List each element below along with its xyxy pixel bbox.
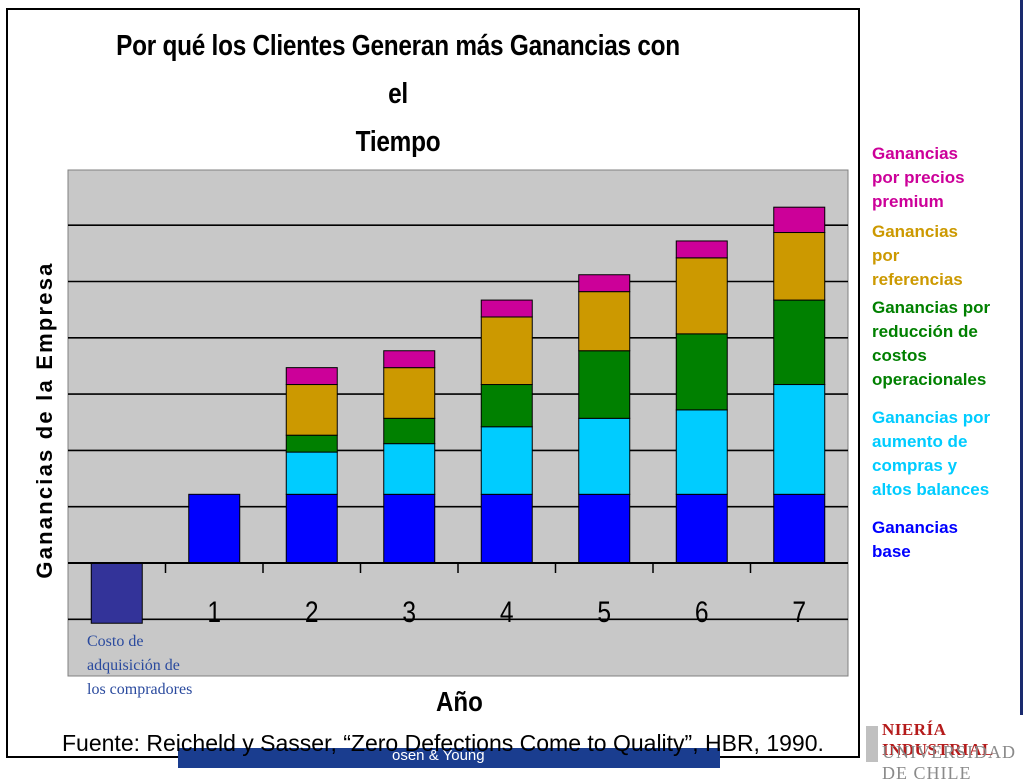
- legend-entry-line: por: [872, 246, 900, 265]
- annotation-line: adquisición de: [87, 657, 180, 674]
- bar-segment: [578, 493, 631, 564]
- x-tick-label: 3: [402, 595, 416, 629]
- x-tick-label: 6: [695, 595, 709, 629]
- logo-mark-icon: [866, 726, 878, 762]
- x-tick-label: 1: [207, 595, 221, 629]
- bar-segment: [773, 299, 826, 386]
- chart-title-line2: Tiempo: [355, 126, 441, 158]
- legend-entry-line: altos balances: [872, 480, 990, 499]
- bar-segment: [773, 493, 826, 564]
- footer-text: osen & Young: [392, 747, 485, 764]
- bar-segment: [480, 316, 533, 386]
- bar-segment: [773, 384, 826, 495]
- legend-entry-line: reducción de: [872, 322, 978, 341]
- source-citation: Fuente: Reicheld y Sasser, “Zero Defecti…: [62, 730, 824, 756]
- legend-entry-line: operacionales: [872, 370, 987, 389]
- bar-segment: [480, 299, 533, 318]
- legend-entry: Ganancias por aumento de compras y altos ba…: [872, 406, 990, 502]
- bar-segment: [578, 274, 631, 293]
- bar-segment: [675, 240, 728, 259]
- footer-bar: osen & Young: [178, 747, 720, 768]
- legend-entry-line: Ganancias: [872, 144, 958, 163]
- x-tick-label: 7: [792, 595, 806, 629]
- legend-entry-line: costos: [872, 346, 927, 365]
- logo-line1: NIERÍA INDUSTRIAL: [882, 720, 994, 759]
- legend-entry-line: premium: [872, 192, 944, 211]
- bar-segment: [578, 417, 631, 495]
- x-tick-label: 4: [500, 595, 514, 629]
- stacked-bar-chart: 1 2 3 4 5 6 7: [67, 169, 849, 677]
- bar-segment: [675, 409, 728, 495]
- x-tick-label: 2: [305, 595, 319, 629]
- legend-entry-line: Ganancias: [872, 222, 958, 241]
- legend-entry-line: por precios: [872, 168, 965, 187]
- x-tick-label: 5: [597, 595, 611, 629]
- bar-segment: [285, 367, 338, 386]
- right-border-rule: [1020, 0, 1023, 715]
- y-axis-label: Ganancias de la Empresa: [32, 261, 57, 579]
- legend-entry-line: base: [872, 542, 911, 561]
- acquisition-cost-annotation: Costo de adquisición de los compradores: [87, 630, 237, 702]
- legend-entry: Ganancias base: [872, 516, 958, 564]
- legend-entry-line: compras y: [872, 456, 958, 475]
- bar-segment: [383, 417, 436, 445]
- bar-segment: [675, 333, 728, 411]
- legend-entry: Ganancias por referencias: [872, 220, 963, 292]
- bar-segment: [285, 493, 338, 564]
- legend-entry: Ganancias por reducción de costos operacion…: [872, 296, 990, 392]
- annotation-line: Costo de: [87, 633, 144, 650]
- bar-segment: [480, 426, 533, 495]
- bar-segment-acquisition-cost: [90, 562, 143, 624]
- bar-segment: [675, 493, 728, 564]
- legend-entry-line: referencias: [872, 270, 963, 289]
- bar-segment: [383, 443, 436, 495]
- bar-segment: [480, 384, 533, 428]
- plot-area: [67, 169, 849, 677]
- legend-entry-line: aumento de: [872, 432, 968, 451]
- bar-segment: [285, 434, 338, 453]
- legend-entry: Ganancias por precios premium: [872, 142, 965, 214]
- legend-entry-line: Ganancias: [872, 518, 958, 537]
- legend-entry-line: Ganancias por: [872, 298, 991, 317]
- bar-segment: [188, 493, 241, 564]
- bar-segment: [578, 291, 631, 352]
- bar-segment: [773, 232, 826, 301]
- bar-segment: [383, 350, 436, 369]
- chart-title-line1: Por qué los Clientes Generan más Gananci…: [116, 30, 680, 110]
- bar-segment: [675, 257, 728, 335]
- bar-segment: [285, 384, 338, 436]
- bar-segment: [578, 350, 631, 419]
- x-axis-label: Año: [436, 686, 483, 717]
- legend-entry-line: Ganancias por: [872, 408, 991, 427]
- bar-segment: [285, 451, 338, 495]
- bar-segment: [773, 206, 826, 234]
- bar-segment: [383, 367, 436, 419]
- chart-title: Por qué los Clientes Generan más Gananci…: [104, 22, 692, 166]
- bar-segment: [480, 493, 533, 564]
- annotation-line: los compradores: [87, 681, 193, 698]
- bar-segment: [383, 493, 436, 564]
